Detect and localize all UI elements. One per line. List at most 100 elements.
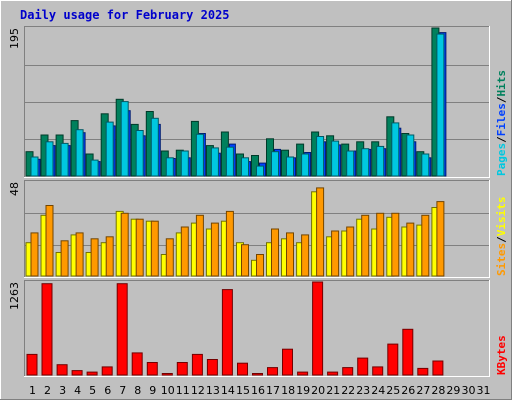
bar-pages-day-12 xyxy=(195,133,204,177)
bar-sites-day-8 xyxy=(135,218,144,277)
legend-kbytes: KBytes xyxy=(495,335,508,375)
bar-pages-day-7 xyxy=(120,101,129,177)
bar-pages-day-5 xyxy=(90,159,99,177)
bar-kbytes-day-14 xyxy=(221,289,233,376)
bar-pages-day-1 xyxy=(30,156,39,177)
chart-panels: 195Pages/Files/Hits48Sites/Visits1263KBy… xyxy=(8,26,508,377)
legend-entry-sites: Sites xyxy=(495,243,508,276)
bar-pages-day-13 xyxy=(210,147,219,177)
bar-pages-day-4 xyxy=(75,129,84,177)
bar-kbytes-day-24 xyxy=(372,366,384,376)
bar-sites-day-28 xyxy=(436,201,445,277)
chart-title: Daily usage for February 2025 xyxy=(20,8,230,22)
bar-sites-day-15 xyxy=(241,244,249,277)
bar-pages-day-8 xyxy=(135,130,144,177)
day-label: 14 xyxy=(221,384,235,397)
bar-sites-day-22 xyxy=(346,226,355,277)
day-label: 7 xyxy=(119,384,126,397)
bar-kbytes-day-25 xyxy=(387,343,399,376)
legend-entry-pages: Pages xyxy=(495,143,508,176)
bar-pages-day-28 xyxy=(436,33,445,177)
bar-pages-day-16 xyxy=(256,165,264,177)
bar-kbytes-day-15 xyxy=(237,362,248,376)
bar-sites-day-10 xyxy=(165,238,174,277)
bar-kbytes-day-26 xyxy=(402,328,414,376)
bar-kbytes-day-11 xyxy=(176,362,188,376)
bar-kbytes-day-7 xyxy=(116,283,128,376)
panel-visits-sites: 48 Sites/Visits xyxy=(8,180,508,278)
day-label: 24 xyxy=(371,384,385,397)
bar-sites-day-3 xyxy=(60,240,69,277)
bar-sites-day-14 xyxy=(225,210,234,277)
bar-pages-day-27 xyxy=(421,153,430,177)
ymax-label-visits-sites: 48 xyxy=(8,182,21,196)
bar-sites-day-21 xyxy=(331,230,340,277)
bar-sites-day-2 xyxy=(45,205,54,277)
bar-sites-day-1 xyxy=(30,232,39,277)
day-label: 11 xyxy=(176,384,190,397)
day-label: 31 xyxy=(477,384,491,397)
bar-sites-day-13 xyxy=(210,222,219,277)
day-label: 12 xyxy=(191,384,205,397)
bar-pages-day-2 xyxy=(45,141,54,177)
bar-pages-day-18 xyxy=(286,156,294,177)
legend-separator: / xyxy=(495,236,508,243)
legend-separator: / xyxy=(495,96,508,103)
day-label: 2 xyxy=(44,384,51,397)
bar-kbytes-day-17 xyxy=(267,367,278,376)
day-label: 15 xyxy=(236,384,250,397)
legend-separator: / xyxy=(495,136,508,143)
bar-kbytes-day-6 xyxy=(101,366,113,376)
bar-sites-day-9 xyxy=(150,220,159,277)
legend-entry-visits: Visits xyxy=(495,197,508,237)
bar-pages-day-24 xyxy=(376,145,385,177)
day-label: 17 xyxy=(266,384,280,397)
bar-sites-day-27 xyxy=(421,214,430,277)
bar-sites-day-12 xyxy=(195,214,204,277)
bar-kbytes-day-13 xyxy=(206,359,218,376)
day-label: 30 xyxy=(462,384,476,397)
day-label: 5 xyxy=(89,384,96,397)
ymax-label-hits-files-pages: 195 xyxy=(8,28,21,49)
day-label: 13 xyxy=(206,384,220,397)
bar-sites-day-16 xyxy=(256,254,264,277)
bar-kbytes-day-22 xyxy=(342,367,354,376)
day-label: 27 xyxy=(416,384,430,397)
bar-kbytes-day-21 xyxy=(327,371,339,376)
bar-kbytes-day-28 xyxy=(432,360,444,376)
day-label: 29 xyxy=(446,384,460,397)
day-label: 28 xyxy=(431,384,445,397)
day-label: 1 xyxy=(29,384,36,397)
bar-pages-day-23 xyxy=(361,148,370,177)
bar-kbytes-day-10 xyxy=(161,373,173,376)
bar-kbytes-day-5 xyxy=(86,371,98,376)
bar-pages-day-11 xyxy=(180,150,189,177)
bar-pages-day-26 xyxy=(406,134,415,177)
day-axis-labels: 1 2 3 4 5 6 7 8 9 10 11 12 13 14 15 16 17 18 19 20 21 22 23 24 2… xyxy=(29,384,491,397)
legend-entry-hits: Hits xyxy=(495,70,508,97)
bar-kbytes-day-27 xyxy=(417,367,429,376)
day-label: 18 xyxy=(281,384,295,397)
bar-kbytes-day-12 xyxy=(191,353,203,376)
bar-sites-day-7 xyxy=(120,212,129,277)
bar-sites-day-18 xyxy=(286,232,294,277)
day-label: 16 xyxy=(251,384,265,397)
day-label: 21 xyxy=(326,384,340,397)
panel-kbytes: 1263 KBytes xyxy=(8,280,508,377)
day-label: 10 xyxy=(161,384,175,397)
bar-pages-day-6 xyxy=(105,121,114,177)
bar-sites-day-11 xyxy=(180,226,189,277)
bar-kbytes-day-9 xyxy=(146,362,158,376)
bar-pages-day-22 xyxy=(346,150,355,177)
legend-entry-files: Files xyxy=(495,103,508,136)
bar-kbytes-day-1 xyxy=(26,353,38,376)
bar-sites-day-5 xyxy=(90,238,99,277)
bar-kbytes-day-2 xyxy=(41,283,53,376)
day-label: 20 xyxy=(311,384,325,397)
legend-hits-files-pages: Pages/Files/Hits xyxy=(495,70,508,176)
bar-pages-day-10 xyxy=(165,157,174,177)
bar-kbytes-day-19 xyxy=(297,371,309,376)
bar-pages-day-17 xyxy=(271,151,279,177)
bar-sites-day-24 xyxy=(376,212,385,277)
